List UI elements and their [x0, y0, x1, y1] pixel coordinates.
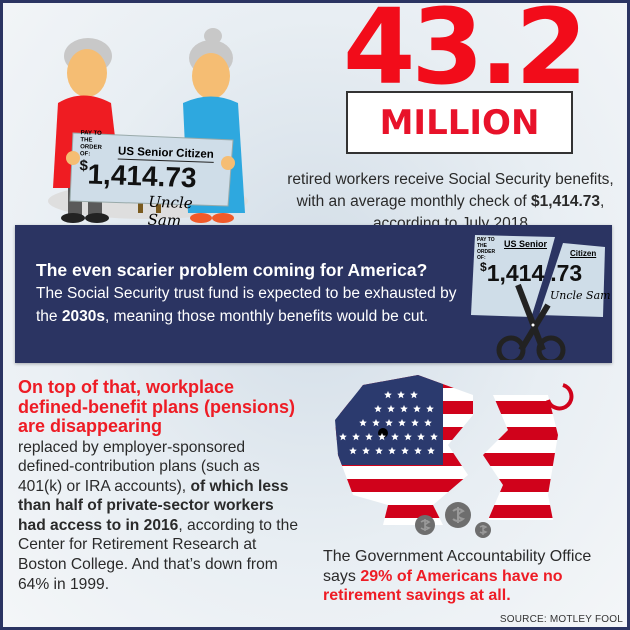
star-marks [339, 391, 438, 455]
cut-check-dollar: $ [480, 260, 487, 274]
star-icon [385, 419, 393, 427]
pension-section: On top of that, workplace defined-benefi… [18, 377, 303, 595]
headline-number: 43.2 [343, 0, 588, 108]
star-icon [374, 405, 382, 413]
star-icon [339, 433, 347, 441]
star-icon [427, 447, 435, 455]
cut-check-amount-part2: .73 [550, 260, 583, 286]
check-amount: 1,414.73 [87, 158, 198, 194]
seniors-holding-check-illustration [48, 28, 248, 223]
panel-text: The even scarier problem coming for Amer… [36, 258, 461, 328]
star-icon [401, 447, 409, 455]
pension-text: replaced by employer-sponsored defined-c… [18, 438, 260, 495]
check: PAY TO THE ORDER OF: US Senior Citizen $… [77, 130, 240, 233]
gao-statement: The Government Accountability Office say… [323, 547, 625, 606]
check-pay-to-label: PAY TO THE ORDER OF: [79, 130, 102, 158]
hero-text: retired workers receive Social Security … [287, 171, 614, 210]
cut-check-scissors-illustration [471, 235, 605, 360]
star-icon [352, 433, 360, 441]
star-icon [375, 447, 383, 455]
star-icon [426, 405, 434, 413]
broken-flag-piggy-bank-illustration [335, 375, 574, 538]
star-icon [359, 419, 367, 427]
hero-amount: $1,414.73 [531, 193, 600, 210]
million-box: MILLION [346, 91, 573, 154]
star-icon [413, 405, 421, 413]
star-icon [365, 433, 373, 441]
pension-headline: On top of that, workplace defined-benefi… [18, 377, 296, 436]
star-icon [387, 405, 395, 413]
panel-highlight: 2030s [61, 308, 105, 325]
cut-check-payee-part1: US Senior [504, 239, 548, 249]
star-icon [417, 433, 425, 441]
star-icon [391, 433, 399, 441]
pension-highlight: of which less than half of private-secto… [18, 477, 289, 534]
star-icon [349, 447, 357, 455]
star-icon [372, 419, 380, 427]
star-icon [414, 447, 422, 455]
cut-check-pay-to: PAY TO THE ORDER OF: [477, 237, 496, 261]
star-icon [362, 447, 370, 455]
star-icon [384, 391, 392, 399]
star-icon [400, 405, 408, 413]
warning-panel: The even scarier problem coming for Amer… [15, 225, 612, 363]
pension-text-end: , according to the Center for Retirement… [18, 516, 298, 593]
gao-text: The Government Accountability Office say… [323, 548, 592, 585]
star-icon [398, 419, 406, 427]
cut-check-signature: Uncle Sam [550, 289, 611, 302]
cut-check-payee-part2: Citizen [570, 249, 597, 258]
star-icon [410, 391, 418, 399]
pension-body: replaced by employer-sponsored defined-c… [18, 438, 303, 595]
cut-check-amount-part1: 1,414 [486, 260, 545, 286]
star-icon [388, 447, 396, 455]
panel-body-end: , meaning those monthly benefits would b… [104, 308, 429, 325]
headline-unit: MILLION [379, 102, 540, 143]
infographic: PAY TO THE ORDER OF: US Senior Citizen $… [3, 0, 627, 627]
gao-highlight: 29% of Americans have no retirement savi… [323, 567, 563, 605]
star-icon [411, 419, 419, 427]
star-icon [430, 433, 438, 441]
star-icon [404, 433, 412, 441]
coin-icons [415, 502, 491, 538]
source-credit: SOURCE: MOTLEY FOOL [499, 614, 623, 625]
star-icon [378, 433, 386, 441]
panel-body: The Social Security trust fund is expect… [36, 285, 457, 325]
star-icon [397, 391, 405, 399]
panel-heading: The even scarier problem coming for Amer… [36, 260, 428, 280]
star-icon [424, 419, 432, 427]
